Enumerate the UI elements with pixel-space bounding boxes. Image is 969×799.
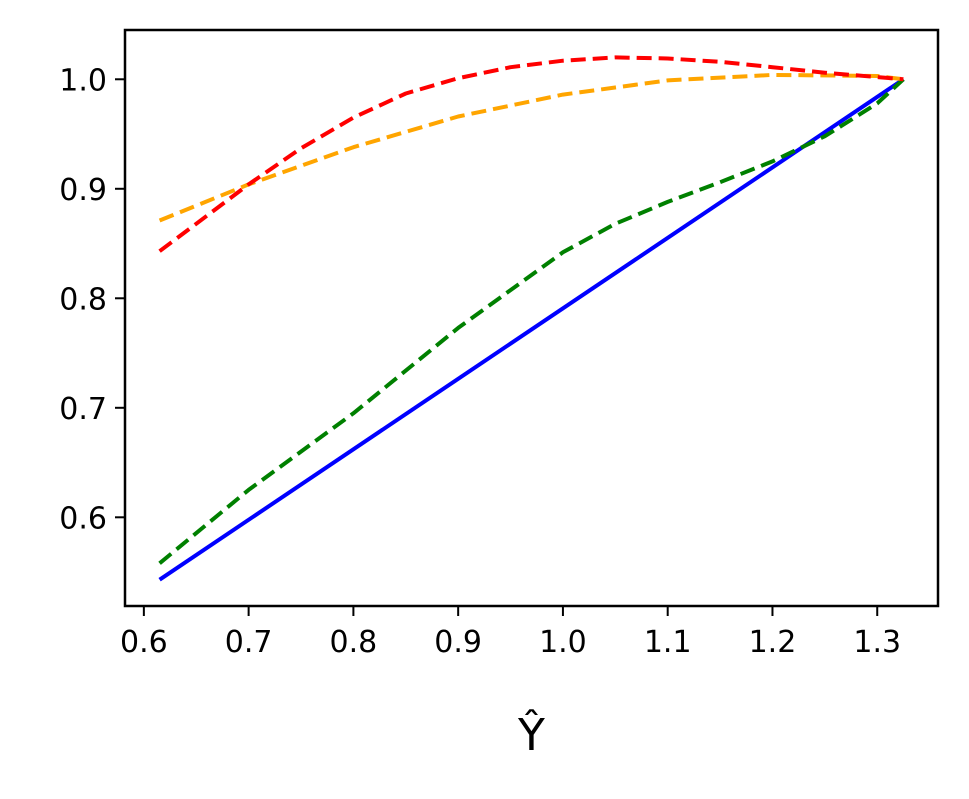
series-line-3 bbox=[158, 72, 904, 223]
series-line-4 bbox=[158, 55, 904, 253]
x-tick-label: 0.7 bbox=[225, 625, 273, 660]
plot-frame bbox=[123, 28, 940, 608]
y-axis: 0.6 0.7 0.8 0.9 1.0 bbox=[59, 63, 125, 536]
x-tick-label: 1.0 bbox=[539, 625, 587, 660]
x-tick-label: 0.6 bbox=[120, 625, 168, 660]
y-tick-label: 1.0 bbox=[59, 63, 107, 98]
x-tick-label: 0.9 bbox=[434, 625, 482, 660]
x-tick-label: 1.3 bbox=[853, 625, 901, 660]
x-tick-label: 1.1 bbox=[644, 625, 692, 660]
series-line-2 bbox=[158, 77, 905, 565]
series-layer bbox=[158, 55, 905, 582]
y-tick-label: 0.8 bbox=[59, 282, 107, 317]
series-line-1 bbox=[158, 77, 905, 582]
y-tick-label: 0.6 bbox=[59, 501, 107, 536]
y-tick-label: 0.7 bbox=[59, 392, 107, 427]
x-tick-label: 0.8 bbox=[330, 625, 378, 660]
y-tick-label: 0.9 bbox=[59, 173, 107, 208]
x-axis: 0.6 0.7 0.8 0.9 1.0 1.1 1.2 1.3 bbox=[120, 606, 901, 660]
x-tick-label: 1.2 bbox=[749, 625, 797, 660]
x-axis-label: Ŷ bbox=[517, 708, 545, 761]
